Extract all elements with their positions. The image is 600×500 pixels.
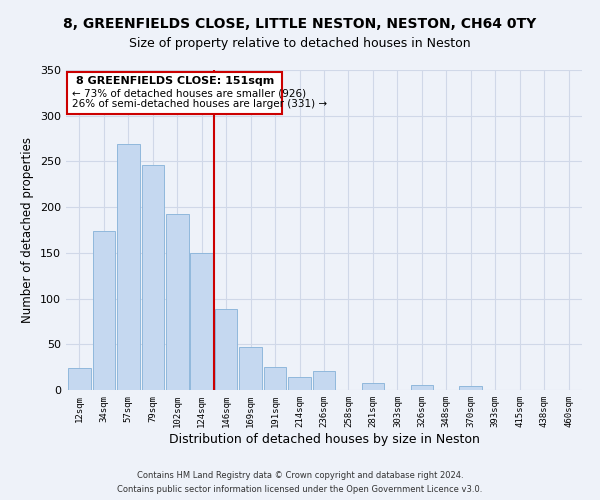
Bar <box>460 386 482 390</box>
Bar <box>142 165 164 390</box>
X-axis label: Distribution of detached houses by size in Neston: Distribution of detached houses by size … <box>169 432 479 446</box>
Text: Contains public sector information licensed under the Open Government Licence v3: Contains public sector information licen… <box>118 484 482 494</box>
Bar <box>288 377 311 390</box>
Bar <box>68 368 91 390</box>
Text: 26% of semi-detached houses are larger (331) →: 26% of semi-detached houses are larger (… <box>72 100 327 110</box>
Text: Size of property relative to detached houses in Neston: Size of property relative to detached ho… <box>129 38 471 51</box>
Bar <box>166 214 188 390</box>
Bar <box>313 371 335 390</box>
Text: 8 GREENFIELDS CLOSE: 151sqm: 8 GREENFIELDS CLOSE: 151sqm <box>76 76 274 86</box>
Text: ← 73% of detached houses are smaller (926): ← 73% of detached houses are smaller (92… <box>72 88 306 99</box>
Y-axis label: Number of detached properties: Number of detached properties <box>22 137 34 323</box>
Text: 8, GREENFIELDS CLOSE, LITTLE NESTON, NESTON, CH64 0TY: 8, GREENFIELDS CLOSE, LITTLE NESTON, NES… <box>64 18 536 32</box>
Bar <box>239 347 262 390</box>
Bar <box>362 382 384 390</box>
Bar <box>410 386 433 390</box>
Text: Contains HM Land Registry data © Crown copyright and database right 2024.: Contains HM Land Registry data © Crown c… <box>137 472 463 480</box>
Bar <box>264 367 286 390</box>
Bar <box>92 231 115 390</box>
Bar <box>215 308 238 390</box>
Bar <box>190 253 213 390</box>
FancyBboxPatch shape <box>67 72 283 114</box>
Bar <box>117 144 140 390</box>
